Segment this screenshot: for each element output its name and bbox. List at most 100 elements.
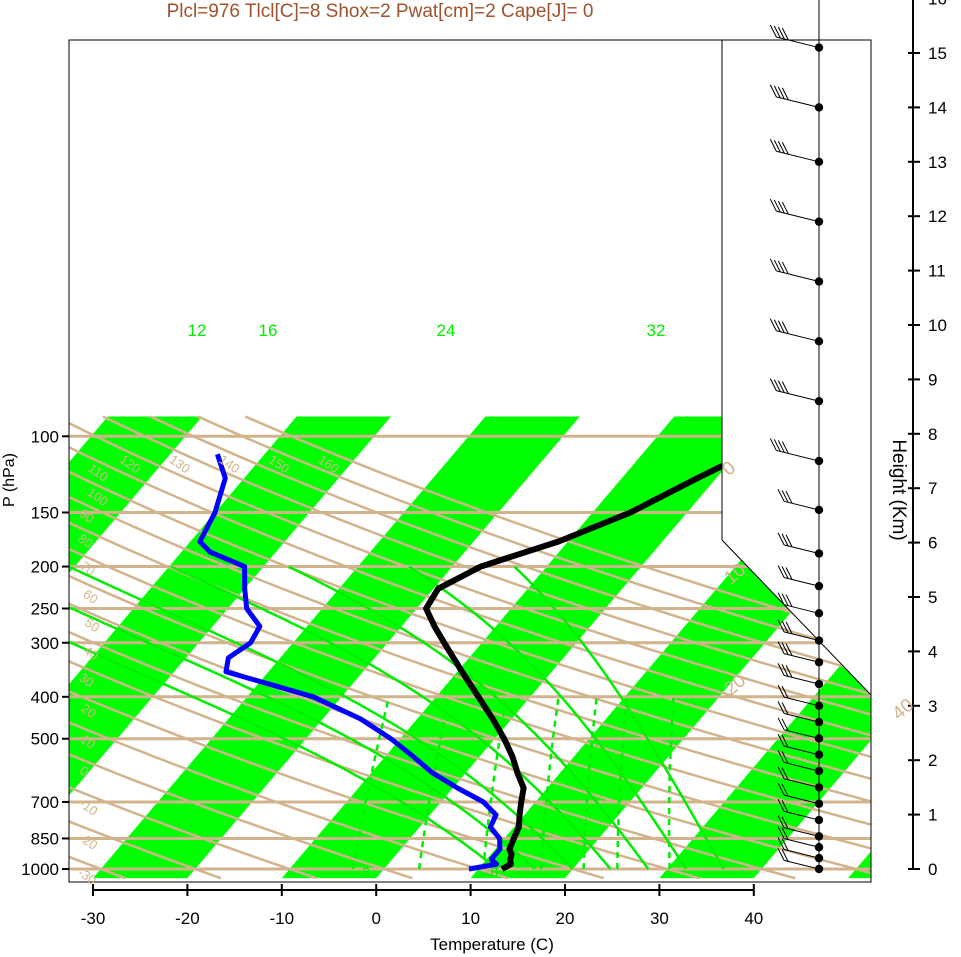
wind-barb-feather: [781, 87, 789, 101]
moist-adiabat-line: [288, 565, 650, 870]
height-tick-label: 4: [928, 642, 937, 661]
wind-barb-feather: [781, 620, 789, 634]
wind-barb-feather: [769, 378, 777, 391]
wind-barb: [783, 576, 820, 587]
temperature-tick-label: 10: [461, 909, 480, 928]
pressure-tick-label: 200: [31, 558, 59, 577]
height-tick-label: 7: [928, 479, 937, 498]
wind-barb-feather: [785, 534, 793, 548]
wind-barb-feather: [777, 320, 785, 333]
y2-axis-label: Height (Km): [888, 439, 909, 540]
dry-adiabat-label: 20: [78, 701, 98, 722]
moist-adiabat-label: 32: [647, 321, 666, 340]
wind-barb: [783, 778, 820, 788]
wind-barb-feather: [777, 848, 785, 861]
wind-barb: [783, 745, 820, 756]
wind-barb: [783, 761, 820, 772]
dry-adiabat-line: [69, 495, 871, 781]
wind-barb: [783, 848, 820, 859]
pressure-tick-label: 400: [31, 688, 59, 707]
dry-adiabat-line: [69, 753, 413, 880]
isotherm-band: [69, 416, 392, 796]
wind-barb-feather: [773, 259, 781, 273]
mixing-ratio-line: [351, 696, 391, 870]
wind-barb-feather: [781, 381, 789, 394]
height-tick-label: 9: [928, 370, 937, 389]
mixing-ratio-line: [582, 696, 598, 870]
wind-barb-feather: [773, 199, 781, 213]
height-tick-label: 14: [928, 98, 947, 117]
wind-barb-feather: [777, 565, 785, 578]
wind-barb-feather: [777, 750, 785, 763]
wind-barb-feather: [777, 489, 785, 502]
wind-barb-feather: [781, 734, 789, 748]
wind-barb: [783, 729, 820, 739]
wind-barb-feather: [781, 533, 789, 547]
pressure-tick-label: 500: [31, 730, 59, 749]
dry-adiabat-label: 30: [76, 670, 96, 691]
wind-barb-feather: [781, 718, 789, 732]
dry-adiabat-label: 80: [75, 531, 95, 552]
wind-barb: [783, 827, 820, 837]
wind-barb-feather: [773, 379, 781, 392]
mixing-ratio-line: [417, 696, 451, 870]
wind-barb-feather: [773, 140, 781, 153]
wind-barb-feather: [769, 24, 777, 38]
wind-barb-feather: [769, 258, 777, 272]
height-tick-label: 8: [928, 425, 937, 444]
wind-barb-feather: [781, 593, 789, 606]
dry-adiabat-label: 10: [78, 731, 98, 752]
wind-barb-feather: [781, 838, 789, 851]
dry-adiabat-line: [69, 521, 871, 803]
wind-barb: [776, 36, 820, 49]
wind-barb-feather: [785, 567, 793, 580]
moist-adiabat-line: [69, 640, 499, 870]
height-tick-label: 2: [928, 751, 937, 770]
wind-barb-feather: [781, 261, 789, 275]
moist-adiabat-line: [69, 565, 574, 870]
upper-right-mask: [722, 40, 871, 695]
wind-barb-feather: [773, 439, 781, 452]
wind-barb: [783, 653, 820, 663]
mixing-ratio-line: [667, 696, 675, 870]
wind-barb-feather: [777, 826, 785, 839]
wind-barb-feather: [777, 260, 785, 274]
wind-barb-feather: [785, 665, 793, 678]
isotherm-band: [69, 416, 203, 574]
dewpoint-profile-line: [197, 453, 503, 872]
pressure-tick-label: 850: [31, 829, 59, 848]
pressure-tick-label: 300: [31, 634, 59, 653]
wind-barb-feather: [777, 619, 785, 633]
wind-barb-feather: [781, 142, 789, 155]
dry-adiabat-label: 90: [77, 506, 97, 527]
dry-adiabat-line: [69, 470, 871, 759]
mixing-ratio-line: [481, 696, 508, 870]
mixing-ratio-line: [616, 696, 629, 869]
wind-barb: [783, 674, 820, 685]
wind-barb: [783, 631, 820, 642]
wind-barb-feather: [777, 641, 785, 654]
wind-barb-feather: [781, 441, 789, 454]
wind-barb: [783, 604, 820, 614]
wind-barb: [776, 270, 820, 282]
moist-adiabat-label: 16: [259, 321, 278, 340]
wind-barb-feather: [773, 319, 781, 332]
y-axis-label: P (hPa): [1, 453, 18, 507]
wind-barb-feather: [781, 27, 789, 41]
wind-barb-feather: [777, 440, 785, 453]
wind-barb-feather: [781, 201, 789, 215]
dry-adiabat-line: [69, 602, 871, 875]
temperature-tick-label: 40: [744, 909, 763, 928]
wind-barb: [783, 810, 820, 821]
wind-barb-feather: [781, 849, 789, 862]
wind-barb-feather: [781, 642, 789, 655]
dry-adiabat-line: [244, 415, 871, 637]
wind-barb-feather: [769, 438, 777, 451]
pressure-tick-label: 100: [31, 427, 59, 446]
temperature-tick-label: 0: [371, 909, 380, 928]
wind-level-marker: [814, 103, 824, 112]
wind-barb: [776, 330, 820, 342]
wind-barb-feather: [781, 767, 789, 780]
mixing-ratio-line: [539, 696, 560, 870]
